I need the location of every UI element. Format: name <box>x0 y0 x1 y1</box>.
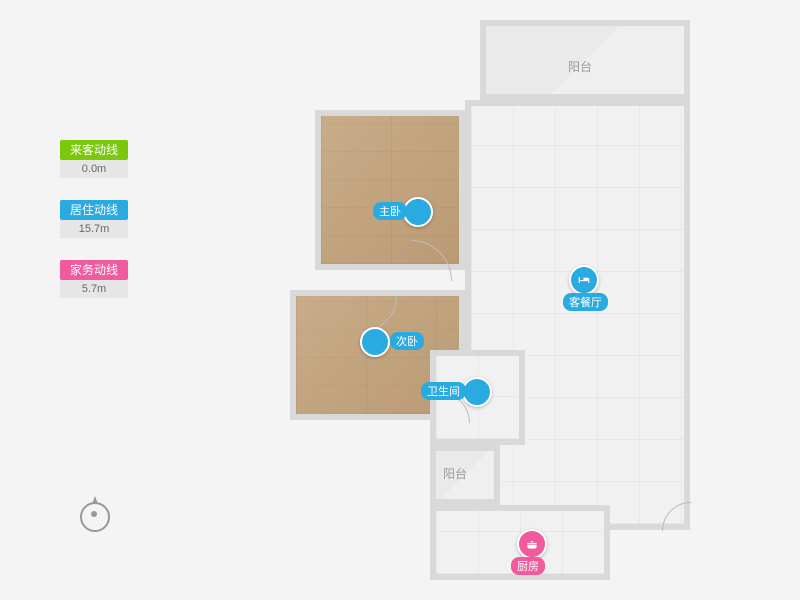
node-master_bed_node <box>403 197 433 227</box>
legend-label: 居住动线 <box>60 200 128 220</box>
room-balcony_small <box>430 445 500 505</box>
node-second_bed_node <box>360 327 390 357</box>
legend-value: 0.0m <box>60 160 128 178</box>
node-bathroom_node <box>462 377 492 407</box>
node-living_node <box>569 265 599 295</box>
legend-item-living: 居住动线 15.7m <box>60 200 128 238</box>
compass-icon <box>80 500 110 530</box>
legend-value: 15.7m <box>60 220 128 238</box>
legend-value: 5.7m <box>60 280 128 298</box>
legend-label: 家务动线 <box>60 260 128 280</box>
node-kitchen_node <box>517 529 547 559</box>
legend-label: 来客动线 <box>60 140 128 160</box>
room-master_bed <box>315 110 465 270</box>
legend-item-guest: 来客动线 0.0m <box>60 140 128 178</box>
legend: 来客动线 0.0m 居住动线 15.7m 家务动线 5.7m <box>60 140 128 320</box>
floor-plan: 阳台阳台主卧次卧卫生间客餐厅厨房 <box>290 20 720 580</box>
legend-item-chores: 家务动线 5.7m <box>60 260 128 298</box>
room-balcony_top <box>480 20 690 100</box>
door-arc <box>662 502 720 560</box>
